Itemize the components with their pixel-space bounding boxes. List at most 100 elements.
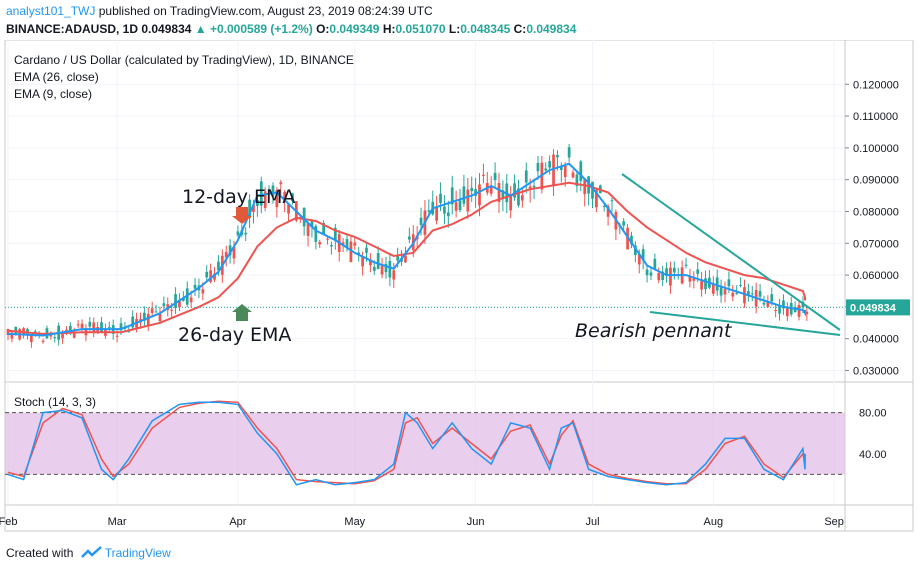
candle-body [672,267,676,273]
candle-body [536,162,540,172]
candle-body [458,200,462,211]
time-tick-label: Mar [108,516,127,528]
candle-body [489,187,493,194]
candle-body [474,189,477,196]
candle-body [217,261,220,271]
low-label: L: [448,22,461,36]
time-tick-label: May [344,516,365,528]
price-chart[interactable]: 80.00 40.00 0.120000 0.110000 0.100000 0.090… [0,40,920,538]
candle-body [419,217,423,226]
candle-body [252,205,255,212]
candle-body [310,220,314,228]
candle-body [92,322,96,333]
candle-body [583,179,587,195]
candle-body [193,284,197,289]
created-with-text: Created with [6,546,74,560]
candle-body [76,324,80,326]
tradingview-logo-icon [80,546,102,558]
candle-body [396,255,400,261]
candle-body [333,227,337,240]
candle-body [785,308,789,317]
tradingview-brand[interactable]: TradingView [104,546,171,560]
candle-body [556,154,559,158]
symbol-label: BINANCE:ADAUSD, 1D [6,22,139,36]
candle-body [306,222,310,236]
ema12-annotation: 12-day EMA [182,186,295,208]
ema12-arrow-icon [232,207,252,224]
candle-body [567,147,571,158]
candle-body [404,255,407,263]
candle-body [365,247,368,253]
price-tick-label: 0.090000 [853,175,899,187]
candle-body [731,292,735,297]
candle-body [747,291,750,295]
time-axis: Feb Mar Apr May Jun Jul Aug Sep [0,516,844,528]
candle-body [587,176,590,194]
candle-body [762,302,766,305]
candle-body [372,266,376,271]
candle-body [349,241,353,263]
candle-body [544,168,548,171]
candle-body [115,335,119,337]
candle-body [711,283,715,294]
candle-body [501,190,505,200]
candle-body [439,193,442,204]
candle-body [236,231,240,236]
candle-body [154,311,158,313]
candle-body [53,337,57,339]
candle-body [427,210,431,212]
candle-body [72,331,76,338]
candle-body [107,327,111,329]
candle-body [532,185,536,188]
candle-body [209,270,212,283]
candle-body [271,185,275,197]
ema9-line [7,162,806,337]
candle-body [575,174,579,187]
candle-body [443,206,446,214]
ema26-arrow-icon [232,304,252,321]
ema-lines [7,162,806,337]
candle-body [127,331,131,333]
candle-body [6,328,10,336]
candle-body [517,188,520,206]
price-tick-label: 0.060000 [853,270,899,282]
ohlc-line: BINANCE:ADAUSD, 1D 0.049834 ▲ +0.000589 … [6,22,576,36]
candle-body [283,191,287,202]
candle-body [30,335,33,343]
candle-body [322,222,325,235]
candle-body [88,321,92,327]
candle-body [602,206,606,208]
candle-body [739,284,742,286]
candle-body [178,300,181,308]
high-label: H: [382,22,396,36]
price-tick-label: 0.070000 [853,238,899,250]
candle-body [696,269,700,274]
candle-body [450,187,454,205]
candle-body [189,297,193,303]
candle-body [715,277,719,291]
candle-body [649,272,653,276]
candle-body [33,331,37,333]
candle-body [380,264,384,275]
candle-body [100,322,103,333]
stoch-tick-label: 80.00 [859,408,887,420]
pennant-lower-trendline [649,311,841,336]
author-link[interactable]: analyst101_TWJ [6,4,96,18]
candle-body [723,289,727,295]
candle-body [263,191,267,208]
candle-body [49,334,53,337]
time-tick-label: Feb [0,516,17,528]
chart-frame [4,40,914,532]
candles [6,143,809,348]
candle-body [318,242,322,245]
candle-body [735,292,739,294]
candle-body [493,172,497,181]
price-tick-label: 0.040000 [853,334,899,346]
candle-body [302,207,306,227]
candle-body [150,308,154,313]
candle-body [244,232,248,235]
candle-body [314,226,318,242]
candle-body [665,268,668,275]
candle-body [704,278,707,290]
candle-body [637,253,641,265]
